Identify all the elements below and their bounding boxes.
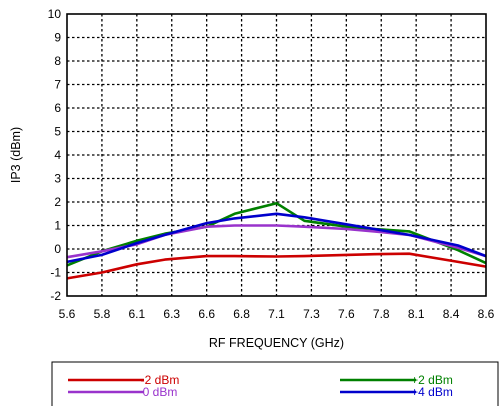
y-tick-label: 0 (54, 242, 61, 256)
y-tick-label: 1 (54, 219, 61, 233)
x-tick-label: 7.6 (338, 307, 355, 321)
y-tick-label: 2 (54, 195, 61, 209)
series-lines (66, 201, 487, 280)
x-tick-label: 6.1 (128, 307, 145, 321)
series-line (66, 201, 487, 267)
series-line (66, 212, 487, 264)
x-tick-label: 8.6 (478, 307, 495, 321)
y-tick-label: 5 (54, 125, 61, 139)
x-tick-label: 5.6 (59, 307, 76, 321)
y-tick-label: 3 (54, 172, 61, 186)
x-tick-labels: 5.6 5.8 6.1 6.3 6.6 6.8 7.1 7.3 7.6 7.8 8.1 8.4 8.6 (59, 307, 495, 321)
x-tick-label: 5.8 (94, 307, 111, 321)
x-tick-label: 6.3 (163, 307, 180, 321)
x-tick-label: 7.8 (373, 307, 390, 321)
y-axis-title: IP3 (dBm) (9, 127, 23, 183)
y-tick-label: 6 (54, 101, 61, 115)
x-tick-label: 7.1 (268, 307, 285, 321)
y-tick-label: -1 (50, 266, 61, 280)
y-tick-label: 7 (54, 78, 61, 92)
x-tick-label: 6.6 (198, 307, 215, 321)
x-axis-title: RF FREQUENCY (GHz) (209, 336, 344, 350)
legend: -2 dBm +2 dBm 0 dBm +4 dBm (68, 373, 453, 399)
plot-frame (66, 13, 487, 297)
legend-label: -2 dBm (141, 373, 180, 387)
x-tick-label: 6.8 (233, 307, 250, 321)
grid (67, 14, 486, 296)
y-tick-label: 8 (54, 54, 61, 68)
legend-label: +4 dBm (411, 385, 453, 399)
y-tick-label: 10 (48, 7, 62, 21)
y-tick-label: 4 (54, 148, 61, 162)
legend-label: +2 dBm (411, 373, 453, 387)
x-tick-label: 8.1 (408, 307, 425, 321)
x-tick-label: 7.3 (303, 307, 320, 321)
legend-box (51, 361, 499, 406)
y-tick-label: -2 (50, 289, 61, 303)
x-tick-label: 8.4 (443, 307, 460, 321)
series-line (66, 252, 487, 280)
legend-label: 0 dBm (143, 385, 178, 399)
y-tick-label: 9 (54, 31, 61, 45)
